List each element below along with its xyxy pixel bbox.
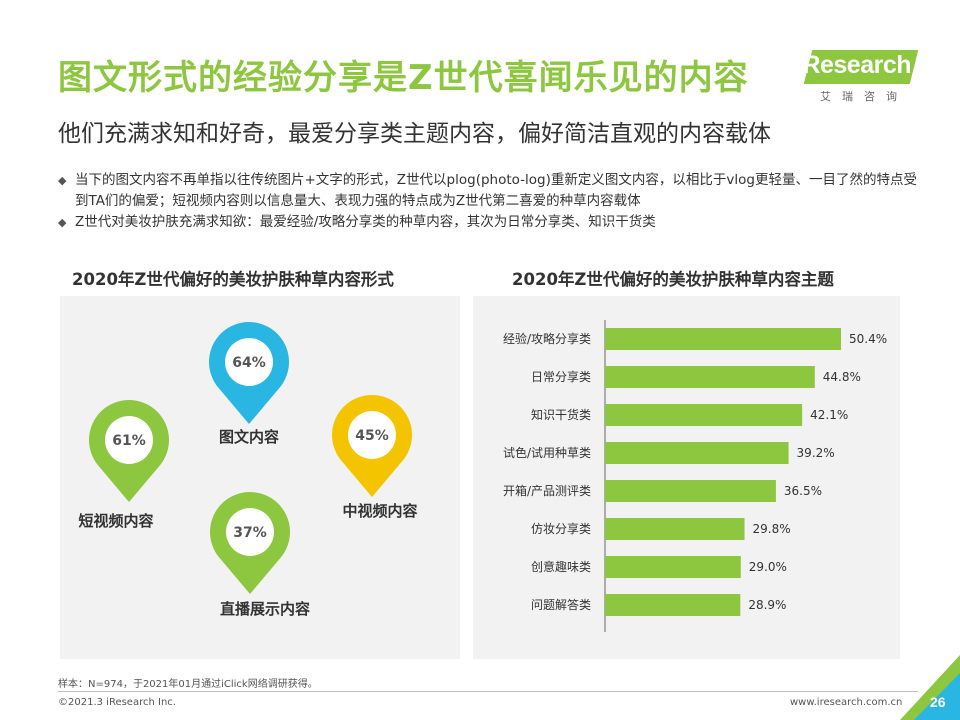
footer-divider [58, 691, 918, 692]
category-tick-label: 创意趣味类 [531, 559, 591, 574]
logo-chinese: 艾瑞咨询 [820, 90, 908, 103]
bar-chart-svg: 经验/攻略分享类 50.4% 日常分享类 44.8% 知识干货类 42.1% 试色/试用种草… [503, 320, 887, 632]
bar-value-label: 36.5% [784, 484, 822, 498]
sample-footnote: 样本：N=974，于2021年01月通过iClick网络调研获得。 [58, 679, 318, 690]
bullet-list: ◆ 当下的图文内容不再单指以往传统图片+文字的形式，Z世代以plog(photo… [58, 170, 918, 233]
pin-center [226, 508, 274, 556]
category-tick-label: 经验/攻略分享类 [503, 331, 591, 346]
bar [605, 366, 815, 388]
pin-value-label: 61% [112, 433, 146, 449]
bar-value-label: 50.4% [849, 332, 887, 346]
left-chart-title: 2020年Z世代偏好的美妆护肤种草内容形式 [72, 270, 394, 289]
bar [605, 328, 841, 350]
page-number: 26 [930, 694, 946, 710]
pin-category-label: 直播展示内容 [220, 600, 310, 618]
pin-value-label: 45% [355, 428, 389, 444]
bar-value-label: 44.8% [823, 370, 861, 384]
bar-value-label: 29.8% [753, 522, 791, 536]
category-tick-label: 试色/试用种草类 [503, 445, 591, 460]
copyright: ©2021.3 iResearch Inc. [58, 697, 176, 708]
category-tick-label: 开箱/产品测评类 [503, 483, 591, 498]
content-format-chart: 64% 图文内容 61% 短视频内容 45% 中视频内容 37% 直播展示内容 [60, 296, 460, 659]
corner-decoration [900, 655, 960, 720]
logo-text: iResearch [796, 51, 912, 79]
category-tick-label: 问题解答类 [531, 597, 591, 612]
iresearch-logo: iResearch 艾瑞咨询 [790, 48, 920, 108]
bar-value-label: 29.0% [749, 560, 787, 574]
bullet-item: ◆ 当下的图文内容不再单指以往传统图片+文字的形式，Z世代以plog(photo… [58, 170, 918, 212]
bar [605, 556, 741, 578]
pin-category-label: 图文内容 [219, 428, 279, 446]
category-tick-label: 仿妆分享类 [531, 521, 591, 536]
page-title: 图文形式的经验分享是Z世代喜闻乐见的内容 [58, 58, 749, 98]
pin-category-label: 中视频内容 [342, 502, 417, 520]
bullet-text: 当下的图文内容不再单指以往传统图片+文字的形式，Z世代以plog(photo-l… [75, 172, 917, 209]
bar-value-label: 39.2% [797, 446, 835, 460]
pin-chart-svg: 64% 图文内容 61% 短视频内容 45% 中视频内容 37% 直播展示内容 [78, 322, 418, 618]
bar [605, 594, 741, 616]
category-tick-label: 知识干货类 [531, 407, 591, 422]
bar [605, 480, 776, 502]
bullet-item: ◆ Z世代对美妆护肤充满求知欲：最爱经验/攻略分享类的种草内容，其次为日常分享类… [58, 212, 918, 233]
right-chart-title: 2020年Z世代偏好的美妆护肤种草内容主题 [512, 270, 834, 289]
pin-center [105, 416, 153, 464]
pin-category-label: 短视频内容 [78, 512, 153, 530]
bar [605, 404, 803, 426]
diamond-bullet-icon: ◆ [58, 174, 67, 187]
pin-value-label: 37% [233, 525, 267, 541]
website-link[interactable]: www.iresearch.com.cn [790, 697, 903, 708]
bar-value-label: 42.1% [810, 408, 848, 422]
bar-value-label: 28.9% [748, 598, 786, 612]
pin-center [348, 411, 396, 459]
bar [605, 442, 789, 464]
page-subtitle: 他们充满求知和好奇，最爱分享类主题内容，偏好简洁直观的内容载体 [58, 121, 771, 147]
bar [605, 518, 745, 540]
pin-value-label: 64% [232, 355, 266, 371]
bullet-text: Z世代对美妆护肤充满求知欲：最爱经验/攻略分享类的种草内容，其次为日常分享类、知… [75, 214, 656, 230]
content-topic-chart: 经验/攻略分享类 50.4% 日常分享类 44.8% 知识干货类 42.1% 试色/试用种草… [473, 296, 900, 659]
category-tick-label: 日常分享类 [531, 369, 591, 384]
diamond-bullet-icon: ◆ [58, 216, 67, 229]
pin-center [225, 338, 273, 386]
